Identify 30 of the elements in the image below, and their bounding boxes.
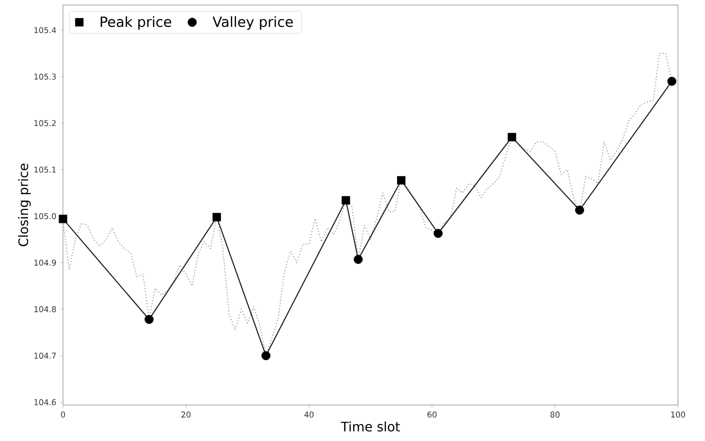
y-tick-label: 105.1 (34, 166, 56, 173)
y-tick-label: 105.4 (34, 27, 56, 34)
point (508, 132, 516, 142)
y-axis-title: Closing price (18, 164, 31, 246)
point (354, 254, 363, 264)
x-tick-label: 20 (181, 412, 191, 418)
y-tick-label: 104.6 (34, 399, 56, 406)
point (575, 206, 584, 215)
point (434, 228, 443, 238)
point (342, 196, 350, 205)
point (144, 314, 154, 324)
x-tick-label: 0 (60, 412, 66, 418)
point (58, 214, 68, 224)
point (212, 212, 221, 222)
point (667, 76, 676, 86)
x-axis-title: Time slot (340, 421, 400, 432)
point (261, 351, 270, 360)
y-tick-label: 105.3 (34, 74, 56, 80)
point (397, 176, 406, 185)
x-tick-label: 40 (304, 412, 314, 418)
y-tick-label: 104.7 (34, 352, 56, 359)
x-tick-label: 60 (427, 412, 437, 418)
legend-label: Valley price (212, 16, 293, 30)
y-tick-label: 105.2 (34, 120, 56, 126)
x-tick-label: 100 (671, 412, 686, 418)
y-tick-label: 104.9 (34, 260, 56, 266)
y-tick-label: 104.8 (34, 306, 56, 312)
legend-label: Peak price (100, 16, 172, 30)
x-tick-label: 80 (550, 412, 560, 418)
y-tick-label: 105.0 (34, 213, 56, 220)
